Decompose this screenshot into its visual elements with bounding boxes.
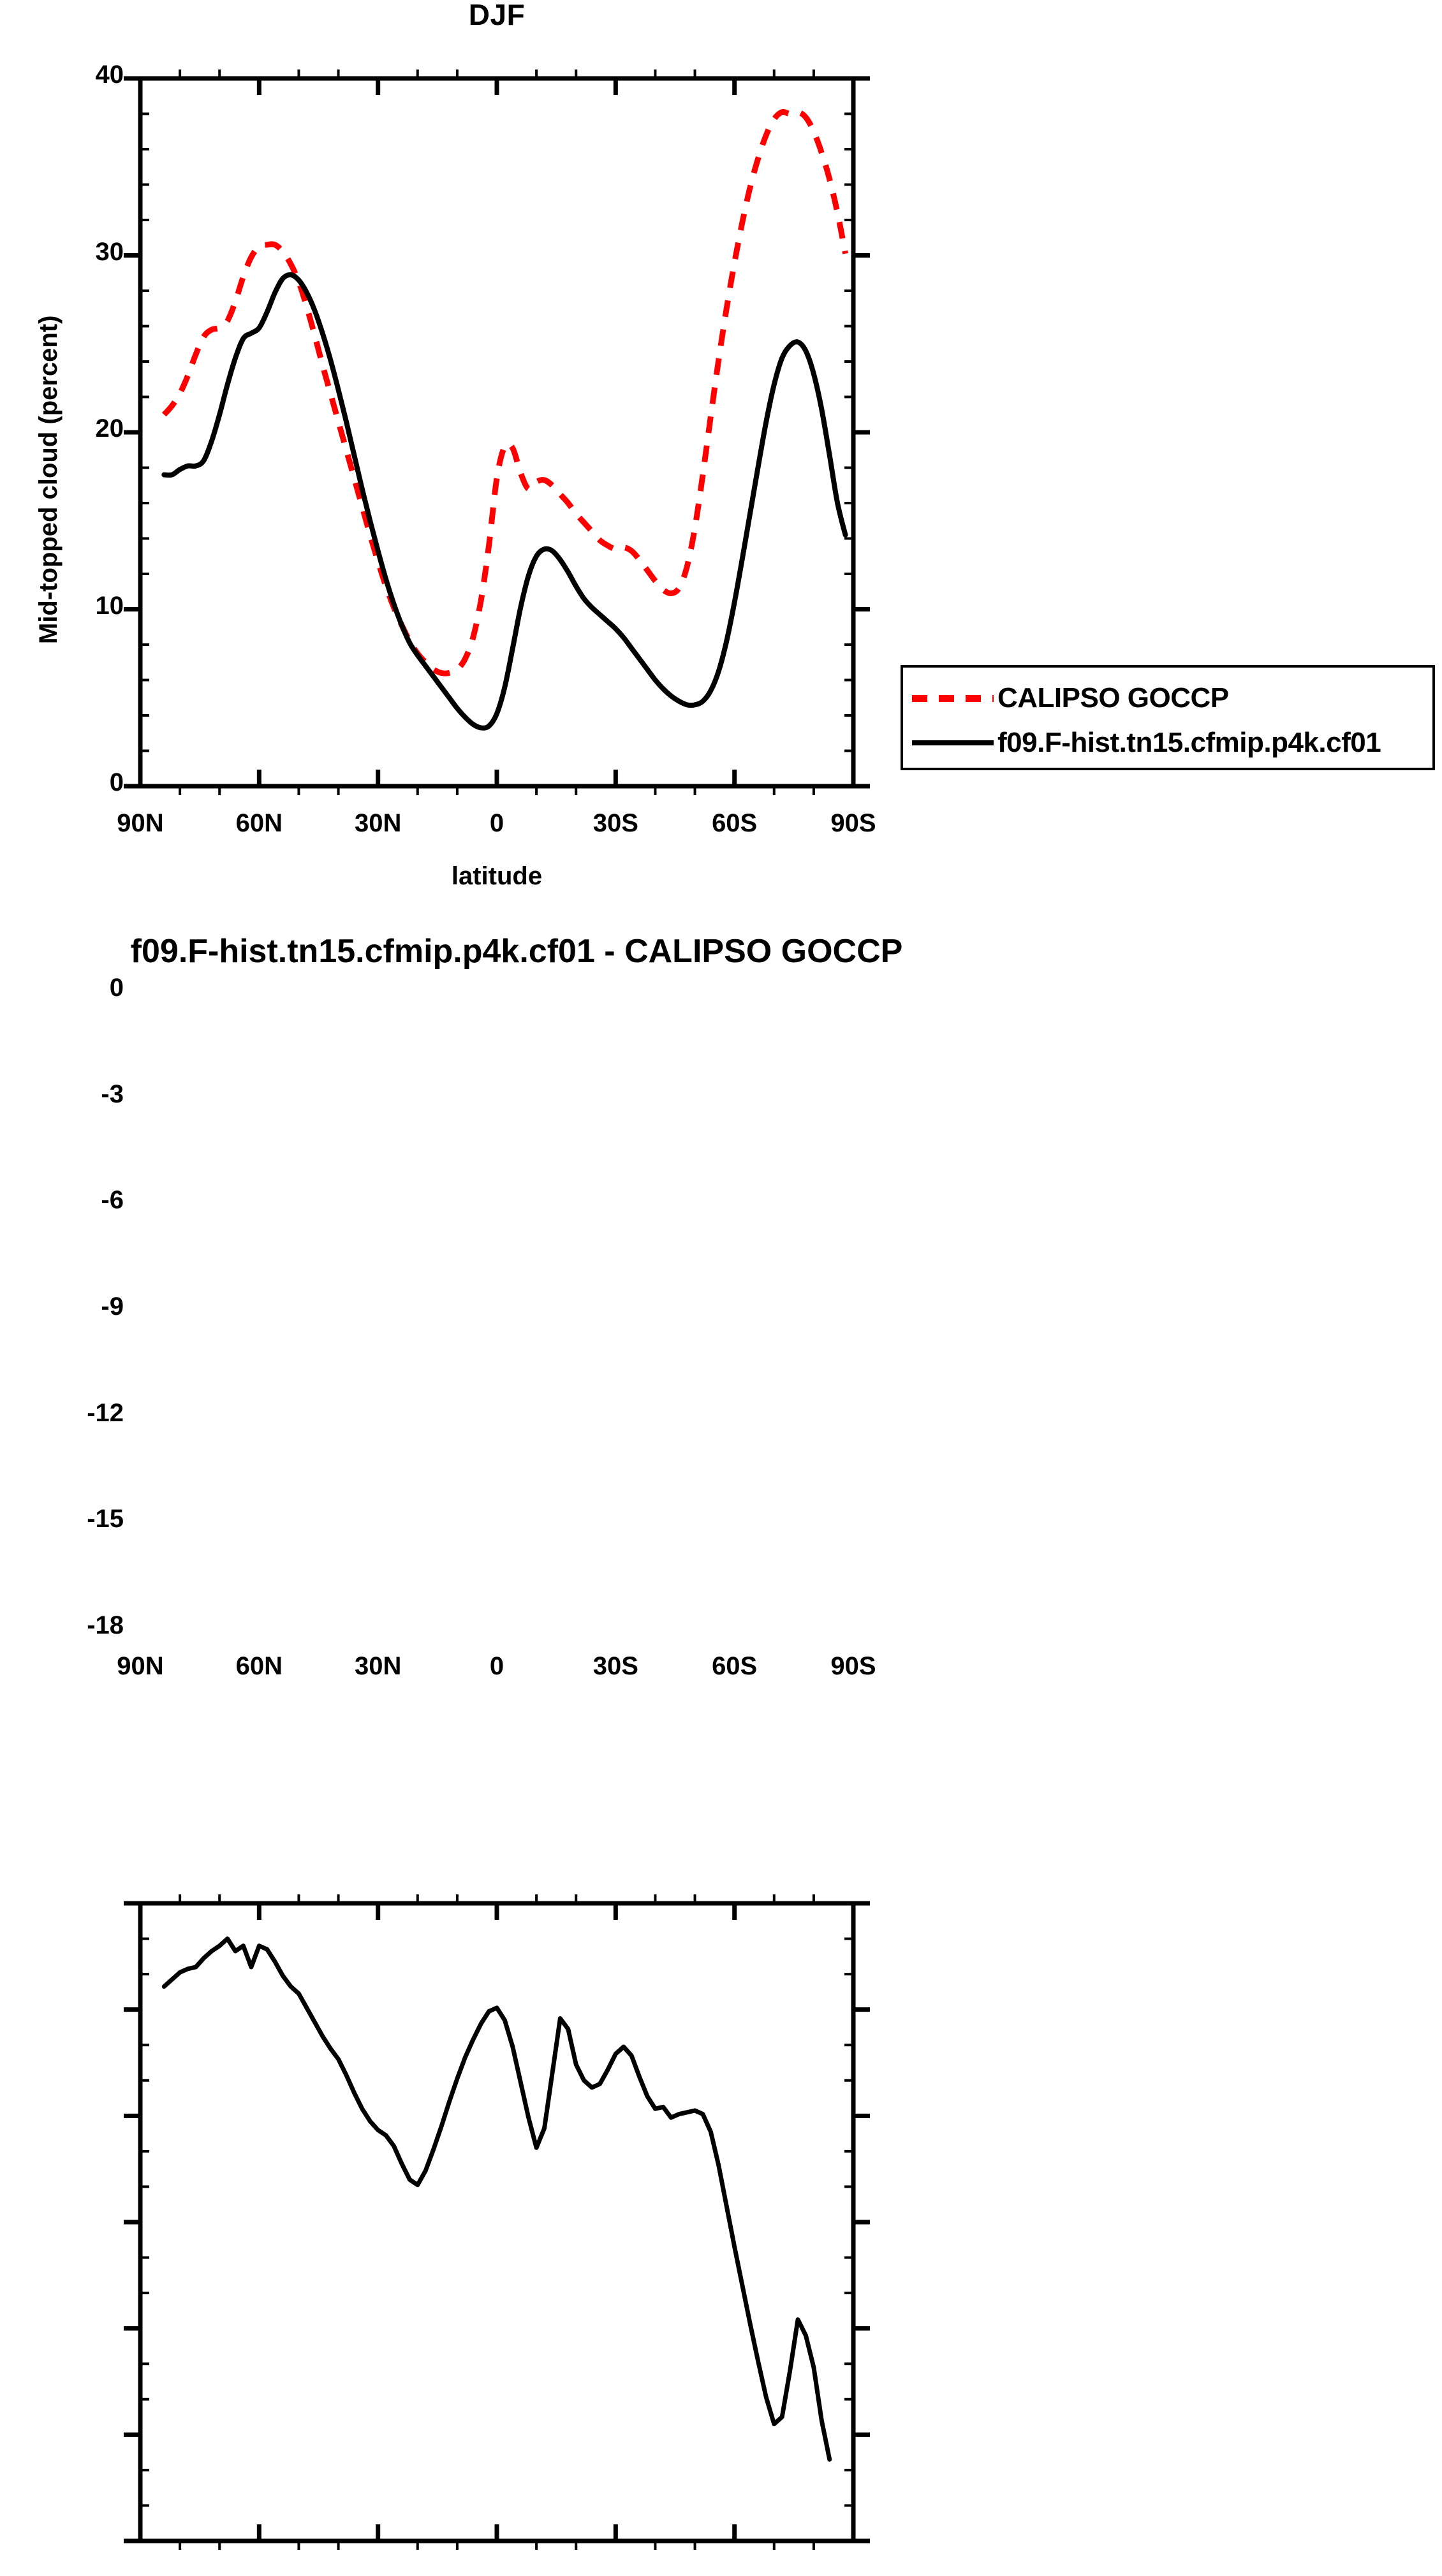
plot-frame-bottom: [138, 1901, 856, 2543]
legend-item-calipso-goccp[interactable]: CALIPSO GOCCP: [903, 675, 1432, 721]
y-tick-label: 20: [95, 414, 124, 443]
axis-ticks-bottom: [124, 1894, 870, 2550]
x-tick-label: 60S: [712, 1652, 758, 1680]
y-tick-label: 0: [109, 768, 124, 796]
x-tick-label: 90N: [117, 809, 164, 837]
y-tick-label: 10: [95, 591, 124, 620]
chart-title-top: DJF: [468, 0, 526, 31]
y-tick-label: 0: [109, 974, 124, 1002]
legend-item-model[interactable]: f09.F-hist.tn15.cfmip.p4k.cf01: [903, 720, 1432, 766]
y-tick-label: 40: [95, 61, 124, 89]
series-line-difference: [161, 1936, 832, 2462]
legend-label-calipso-goccp: CALIPSO GOCCP: [997, 682, 1229, 714]
chart-title-bottom: f09.F-hist.tn15.cfmip.p4k.cf01 - CALIPSO…: [130, 933, 903, 970]
y-tick-label: -9: [101, 1292, 124, 1321]
chart-panel-djf: DJF Mid-topped cloud (percent) latitude …: [0, 0, 1442, 944]
x-tick-label: 90S: [830, 1652, 876, 1680]
plot-area-top: [124, 70, 870, 795]
chart-legend: CALIPSO GOCCP f09.F-hist.tn15.cfmip.p4k.…: [901, 665, 1435, 770]
axis-ticks-top: [124, 70, 870, 795]
x-axis-label-top: latitude: [451, 862, 543, 890]
plot-area-bottom: [124, 1894, 870, 2550]
chart-panel-difference: 0 -3 -6 -9 -12 -15 -18 90N 60N 30N 0 30S 60S 90S: [0, 912, 1442, 2550]
x-tick-label: 30S: [592, 1652, 638, 1680]
x-tick-label: 60N: [235, 1652, 283, 1680]
x-tick-label: 90S: [830, 809, 876, 837]
x-tick-label: 30N: [354, 1652, 402, 1680]
y-tick-label: -12: [87, 1398, 124, 1427]
legend-label-model: f09.F-hist.tn15.cfmip.p4k.cf01: [997, 727, 1381, 758]
x-tick-label: 30N: [354, 809, 402, 837]
y-tick-label: -15: [87, 1505, 124, 1533]
x-tick-label: 60N: [235, 809, 283, 837]
y-tick-label: -18: [87, 1611, 124, 1639]
legend-swatch-dashed-icon: [912, 694, 994, 702]
x-tick-label: 90N: [117, 1652, 164, 1680]
x-tick-label: 0: [489, 809, 504, 837]
x-tick-label: 60S: [712, 809, 758, 837]
plot-frame-top: [138, 76, 856, 789]
y-tick-label: 30: [95, 237, 124, 266]
y-tick-label: -3: [101, 1079, 124, 1108]
legend-swatch-solid-icon: [912, 740, 994, 745]
x-tick-label: 0: [489, 1652, 504, 1680]
series-line-calipso-goccp: [161, 108, 848, 677]
y-tick-label: -6: [101, 1186, 124, 1215]
x-tick-label: 30S: [592, 809, 638, 837]
series-line-model: [161, 272, 848, 731]
